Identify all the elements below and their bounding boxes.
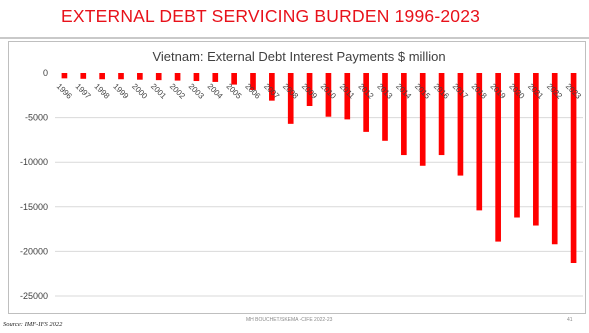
- chart-title: Vietnam: External Debt Interest Payments…: [152, 49, 445, 64]
- y-tick-label: -20000: [20, 246, 48, 256]
- bar-2011: [344, 73, 351, 120]
- bar-2022: [551, 73, 558, 245]
- x-tick-label: 2004: [206, 82, 225, 101]
- header-divider: [0, 37, 589, 39]
- bar-2005: [231, 73, 237, 85]
- x-tick-label: 1996: [55, 82, 74, 101]
- bar-2017: [457, 73, 464, 176]
- bar-2016: [438, 73, 445, 156]
- bar-2006: [250, 73, 256, 90]
- bar-2018: [476, 73, 483, 211]
- gridlines: [55, 117, 583, 297]
- bar-2014: [401, 73, 407, 156]
- bar-2015: [419, 73, 426, 166]
- chart-frame: [8, 41, 586, 314]
- bar-2023: [570, 73, 577, 263]
- bar-2021: [533, 73, 539, 226]
- y-tick-label: -5000: [25, 113, 48, 123]
- x-axis-ticks: 1996 1997 1998 1999 2000 2001 2002 2003 2004 2005…: [55, 82, 583, 101]
- x-tick-label: 2003: [187, 82, 206, 101]
- bar-2000: [137, 73, 143, 80]
- bar-1998: [99, 73, 105, 80]
- bar-2019: [495, 73, 501, 242]
- bar-1996: [61, 73, 68, 79]
- x-tick-label: 2000: [130, 82, 149, 101]
- bar-2008: [287, 73, 294, 124]
- x-tick-label: 2002: [168, 82, 187, 101]
- x-tick-label: 1997: [74, 82, 93, 101]
- x-tick-label: 2001: [149, 82, 168, 101]
- bar-2003: [193, 73, 200, 82]
- x-tick-label: 1999: [111, 82, 130, 101]
- x-tick-label: 1998: [92, 82, 111, 101]
- y-tick-label: -25000: [20, 291, 48, 301]
- footer-credit: MH BOUCHET/SKEMA -CIFE 2022-23: [246, 317, 333, 323]
- bar-2010: [325, 73, 332, 117]
- bar-1999: [118, 73, 124, 80]
- bar-2009: [306, 73, 313, 107]
- bar-2001: [155, 73, 162, 81]
- y-tick-label: 0: [43, 68, 48, 78]
- bar-2004: [212, 73, 219, 82]
- bar-2002: [174, 73, 181, 81]
- bar-2007: [269, 73, 275, 101]
- y-tick-label: -15000: [20, 202, 48, 212]
- page-number: 41: [567, 317, 573, 323]
- bar-1997: [80, 73, 87, 79]
- slide-header: EXTERNAL DEBT SERVICING BURDEN 1996-2023: [0, 0, 589, 39]
- source-note: Source: IMF-IFS 2022: [3, 321, 63, 328]
- bar-2013: [382, 73, 388, 141]
- y-tick-label: -10000: [20, 157, 48, 167]
- y-axis-ticks: 0 -5000 -10000 -15000 -20000 -25000: [20, 68, 48, 301]
- bar-2020: [514, 73, 520, 218]
- x-tick-label: 2006: [243, 82, 262, 101]
- x-tick-label: 2005: [224, 82, 243, 101]
- slide-title: EXTERNAL DEBT SERVICING BURDEN 1996-2023: [61, 6, 481, 26]
- bar-2012: [363, 73, 369, 132]
- bars: [61, 73, 577, 263]
